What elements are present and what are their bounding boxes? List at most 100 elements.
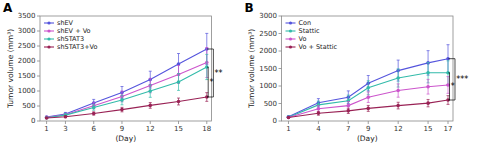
y-axis-label: Tumor volume (mm³) xyxy=(247,29,256,109)
significance-label: ** xyxy=(215,69,223,78)
x-tick-label: 15 xyxy=(174,125,183,133)
x-tick-label: 3 xyxy=(63,125,67,133)
x-tick xyxy=(368,121,369,124)
x-tick xyxy=(288,121,289,124)
y-tick-label: 500 xyxy=(264,100,277,108)
x-tick xyxy=(65,121,66,124)
plot-data xyxy=(287,45,450,120)
y-tick xyxy=(279,103,282,104)
y-tick xyxy=(37,16,40,17)
significance-bracket xyxy=(207,49,213,97)
point xyxy=(120,108,124,112)
series xyxy=(45,33,209,118)
legend-label: Vo xyxy=(299,35,307,43)
point xyxy=(366,95,370,99)
x-tick-label: 15 xyxy=(424,125,433,133)
y-tick xyxy=(279,121,282,122)
series xyxy=(45,54,209,119)
series-line xyxy=(288,73,448,117)
point xyxy=(177,100,181,104)
y-tick-label: 1500 xyxy=(259,65,277,73)
error-bar xyxy=(427,99,430,106)
y-tick-label: 2500 xyxy=(18,42,36,50)
point xyxy=(45,116,49,120)
point xyxy=(366,107,370,111)
series xyxy=(287,96,450,120)
y-tick-label: 1000 xyxy=(18,87,36,95)
y-tick xyxy=(37,76,40,77)
error-bar xyxy=(397,102,400,109)
series xyxy=(287,61,450,119)
x-tick xyxy=(448,121,449,124)
series xyxy=(287,45,450,119)
point xyxy=(287,116,291,120)
y-tick-label: 2500 xyxy=(259,30,277,38)
point xyxy=(426,101,430,105)
y-tick-label: 3500 xyxy=(18,12,36,20)
significance-bracket xyxy=(448,73,450,100)
point xyxy=(120,98,124,102)
point xyxy=(347,109,351,113)
x-tick xyxy=(348,121,349,124)
panel-title: A xyxy=(3,1,13,15)
y-tick-label: 3000 xyxy=(259,12,277,20)
error-bar xyxy=(64,116,67,118)
legend-marker xyxy=(47,21,50,24)
legend-marker xyxy=(289,21,292,24)
y-tick xyxy=(37,46,40,47)
error-bar xyxy=(92,105,95,110)
error-bar xyxy=(120,95,123,105)
error-bar xyxy=(317,111,320,115)
point xyxy=(92,112,96,116)
point xyxy=(426,71,430,75)
point xyxy=(287,116,291,120)
legend-label: shEV + Vo xyxy=(57,27,91,35)
x-tick-label: 6 xyxy=(91,125,96,133)
x-tick xyxy=(93,121,94,124)
x-tick xyxy=(178,121,179,124)
significance-label: * xyxy=(451,82,455,91)
x-tick-label: 4 xyxy=(316,125,321,133)
panel-title: B xyxy=(245,1,254,15)
y-tick xyxy=(37,31,40,32)
legend-marker xyxy=(289,29,292,32)
error-bar xyxy=(92,112,95,115)
y-tick-label: 1000 xyxy=(259,82,277,90)
panel: 0500100015002000250030001479121517(Day)T… xyxy=(245,1,469,143)
significance-label: *** xyxy=(456,75,468,84)
error-bar xyxy=(347,108,350,113)
error-bar xyxy=(177,98,180,105)
legend-label: Stattic xyxy=(299,27,321,35)
point xyxy=(396,76,400,80)
point xyxy=(148,89,152,93)
x-axis-label: (Day) xyxy=(115,134,136,143)
series xyxy=(45,48,209,120)
point xyxy=(64,115,68,119)
x-tick-label: 12 xyxy=(394,125,403,133)
series-line xyxy=(47,63,207,118)
x-tick xyxy=(318,121,319,124)
legend-label: shSTAT3 xyxy=(57,35,84,43)
x-tick-label: 1 xyxy=(286,125,290,133)
point xyxy=(317,107,321,111)
error-bar xyxy=(427,79,430,94)
point xyxy=(347,104,351,108)
x-tick xyxy=(428,121,429,124)
y-tick xyxy=(37,61,40,62)
y-tick-label: 0 xyxy=(273,117,277,125)
x-tick-label: 9 xyxy=(120,125,124,133)
x-tick-label: 7 xyxy=(346,125,350,133)
point xyxy=(426,85,430,89)
legend: ConStatticVoVo + Stattic xyxy=(286,19,338,51)
plot-frame xyxy=(40,16,212,121)
x-tick-label: 9 xyxy=(366,125,370,133)
y-tick xyxy=(279,33,282,34)
error-bar xyxy=(45,117,48,119)
y-tick-label: 2000 xyxy=(18,57,36,65)
significance-label: * xyxy=(209,78,213,87)
legend-label: Vo + Stattic xyxy=(299,43,338,51)
series xyxy=(45,93,209,120)
x-tick xyxy=(206,121,207,124)
legend: shEVshEV + VoshSTAT3shSTAT3+Vo xyxy=(44,19,98,51)
legend-label: shSTAT3+Vo xyxy=(57,43,98,51)
